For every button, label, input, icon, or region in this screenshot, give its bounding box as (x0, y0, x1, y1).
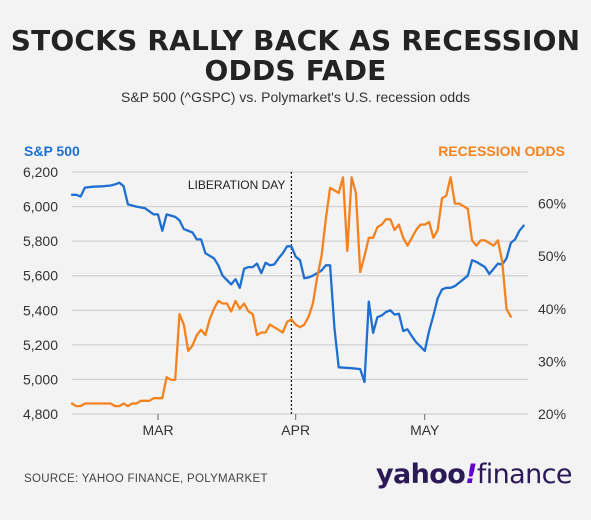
y-left-tick-label: 6,200 (23, 164, 58, 180)
y-right-tick-label: 60% (538, 196, 566, 212)
y-right-tick-label: 50% (538, 248, 566, 264)
right-axis-label: RECESSION ODDS (438, 143, 565, 159)
source-note: SOURCE: YAHOO FINANCE, POLYMARKET (24, 473, 268, 485)
x-tick-label: MAR (142, 422, 173, 438)
title-line-1: STOCKS RALLY BACK AS RECESSION (10, 24, 581, 57)
yahoo-finance-logo: yahoo!finance (376, 459, 573, 490)
logo-mark: ! (465, 459, 477, 490)
y-left-tick-label: 5,800 (23, 233, 58, 249)
logo-suffix: finance (476, 459, 573, 490)
y-left-tick-label: 5,600 (23, 268, 58, 284)
x-tick-label: MAY (410, 422, 440, 438)
y-left-tick-label: 5,000 (23, 371, 58, 387)
y-right-tick-label: 30% (538, 353, 566, 369)
y-right-tick-label: 40% (538, 301, 566, 317)
y-left-tick-label: 5,400 (23, 302, 58, 318)
y-left-tick-label: 6,000 (23, 199, 58, 215)
chart-subtitle: S&P 500 (^GSPC) vs. Polymarket's U.S. re… (120, 89, 470, 105)
y-right-tick-label: 20% (538, 406, 566, 422)
sp500-line (70, 181, 525, 384)
y-left-tick-label: 5,200 (23, 337, 58, 353)
annotation-label: LIBERATION DAY (188, 178, 286, 192)
title-line-2: ODDS FADE (204, 54, 387, 87)
recession-odds-line (70, 176, 512, 408)
logo-word: yahoo (376, 459, 466, 490)
x-tick-label: APR (281, 422, 310, 438)
left-axis-label: S&P 500 (24, 143, 80, 159)
y-left-tick-label: 4,800 (23, 406, 58, 422)
chart-title: STOCKS RALLY BACK AS RECESSION ODDS FADE (0, 26, 591, 86)
